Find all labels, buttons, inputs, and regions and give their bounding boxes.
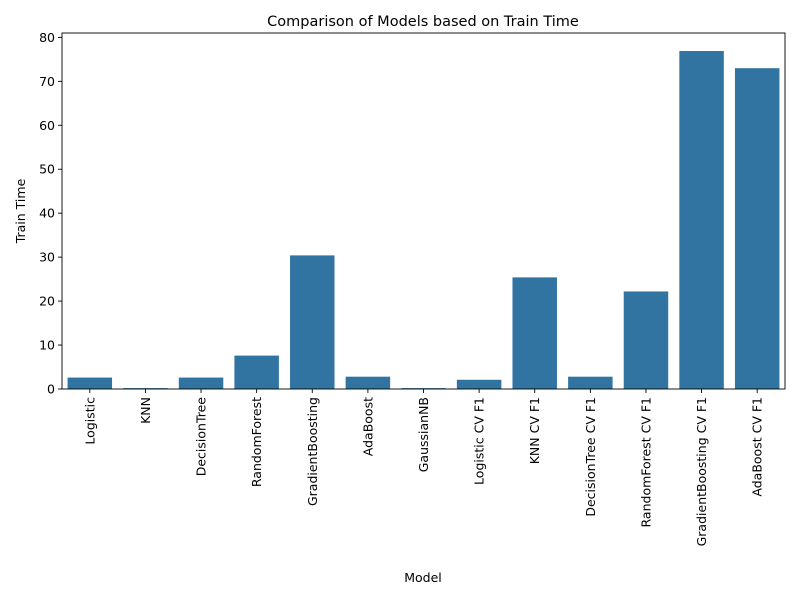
bar [67,377,113,389]
y-axis-label: Train Time [13,178,28,244]
y-tick-label: 70 [39,74,55,89]
chart-title: Comparison of Models based on Train Time [267,14,579,30]
bar [178,377,224,389]
y-tick-label: 20 [39,294,55,309]
bar [290,255,335,389]
y-tick-label: 50 [39,162,55,177]
bar [568,376,613,389]
x-tick-label: GradientBoosting CV F1 [694,397,709,546]
bar [456,379,502,389]
x-tick-label: GradientBoosting [305,397,320,506]
y-tick-label: 30 [39,250,55,265]
x-tick-label: Logistic [82,397,97,445]
y-tick-label: 60 [39,118,55,133]
plot-frame [61,32,786,390]
x-tick-label: RandomForest CV F1 [638,397,653,527]
y-axis: 0 10 20 30 40 50 60 70 80 [39,30,62,397]
x-tick-label: DecisionTree CV F1 [583,397,598,517]
bars-layer [67,51,780,390]
x-tick-label: GaussianNB [416,397,431,472]
bar [512,277,557,389]
x-axis: Logistic KNN DecisionTree RandomForest Gradi… [82,389,765,546]
x-tick-label: AdaBoost CV F1 [750,397,765,497]
x-axis-label: Model [404,570,442,585]
x-tick-label: KNN CV F1 [527,397,542,464]
x-tick-label: DecisionTree [194,397,209,477]
bar [234,355,279,389]
x-tick-label: AdaBoost [360,397,375,456]
y-tick-label: 40 [39,206,55,221]
bar [345,376,391,389]
x-tick-label: Logistic CV F1 [472,397,487,485]
x-tick-label: KNN [138,397,153,424]
y-tick-label: 0 [47,382,55,397]
y-tick-label: 80 [39,30,55,45]
y-tick-label: 10 [39,338,55,353]
bar [623,291,669,389]
x-tick-label: RandomForest [249,397,264,487]
bar [734,68,780,389]
bar [679,51,724,390]
